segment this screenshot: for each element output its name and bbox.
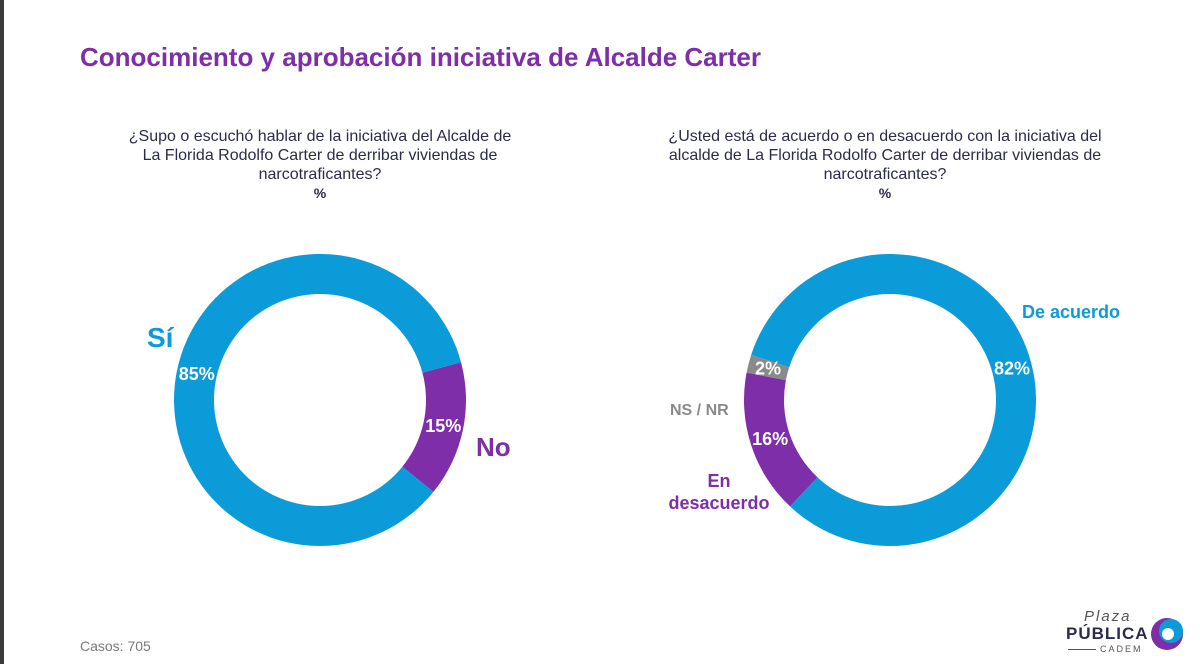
logo-underline (1068, 649, 1096, 650)
question-1: ¿Supo o escuchó hablar de la iniciativa … (120, 127, 520, 203)
question-1-unit: % (313, 185, 327, 201)
chart-1-slice-no (402, 362, 466, 492)
category-label-no: No (476, 432, 511, 462)
question-2-text: ¿Usted está de acuerdo o en desacuerdo c… (668, 128, 1102, 183)
chart-2-slice-en-desacuerdo (743, 372, 818, 507)
category-label-en-desacuerdo: En desacuerdo (668, 471, 770, 513)
chart-2-value-label-en-desacuerdo: 16% (752, 429, 788, 449)
logo-mark-icon (1151, 618, 1183, 650)
page-title: Conocimiento y aprobación iniciativa de … (80, 42, 761, 72)
chart-1-slice-sí (174, 253, 462, 547)
chart-2-slice-ns-nr (746, 354, 790, 381)
plaza-publica-cadem-logo: Plaza PÚBLICA CADEM (1058, 604, 1188, 660)
category-label-ns-nr: NS / NR (670, 402, 729, 419)
sample-size-note: Casos: 705 (80, 638, 151, 654)
question-2: ¿Usted está de acuerdo o en desacuerdo c… (660, 127, 1110, 203)
logo-text-middle: PÚBLICA (1066, 624, 1149, 643)
category-label-si: Sí (147, 322, 174, 353)
logo-text-bottom: CADEM (1100, 644, 1143, 654)
category-label-de-acuerdo: De acuerdo (1022, 302, 1121, 322)
chart-2-value-label-de-acuerdo: 82% (994, 359, 1030, 379)
question-1-text: ¿Supo o escuchó hablar de la iniciativa … (128, 128, 512, 183)
logo-text-top: Plaza (1084, 608, 1132, 625)
chart-2-value-label-ns-nr: 2% (755, 359, 781, 379)
question-2-unit: % (878, 185, 892, 201)
chart-1-value-label-no: 15% (425, 416, 461, 436)
chart-1-value-label-sí: 85% (179, 364, 215, 384)
left-edge-rule (0, 0, 4, 664)
